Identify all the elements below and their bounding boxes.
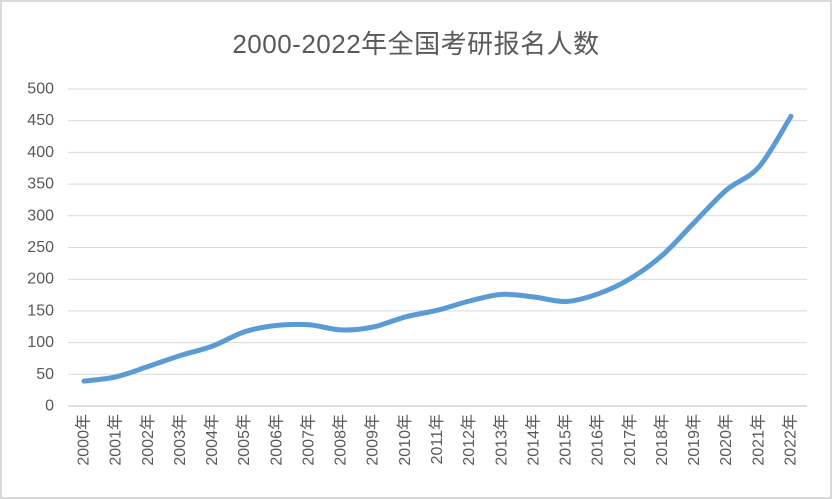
chart-title: 2000-2022年全国考研报名人数 — [232, 29, 600, 59]
x-axis-tick-label: 2017年 — [621, 414, 639, 466]
y-axis-tick-label: 100 — [27, 334, 54, 351]
y-axis-tick-label: 500 — [27, 81, 54, 98]
y-axis-tick-label: 0 — [45, 398, 54, 415]
x-axis-tick-label: 2019年 — [685, 414, 703, 466]
x-axis-tick-label: 2011年 — [428, 414, 446, 464]
x-axis-tick-label: 2001年 — [107, 414, 125, 466]
x-axis-tick-label: 2014年 — [524, 414, 542, 466]
y-axis-tick-label: 350 — [27, 176, 54, 193]
y-axis-tick-label: 250 — [27, 239, 54, 256]
x-axis-tick-label: 2002年 — [139, 414, 157, 466]
y-axis-tick-label: 200 — [27, 271, 54, 288]
x-axis-tick-label: 2020年 — [717, 414, 735, 466]
x-axis-tick-label: 2008年 — [332, 414, 350, 466]
x-axis-tick-label: 2016年 — [589, 414, 607, 466]
x-axis-tick-label: 2007年 — [299, 414, 317, 466]
x-axis-tick-label: 2022年 — [782, 414, 800, 466]
x-axis-tick-label: 2009年 — [364, 414, 382, 466]
y-axis-tick-label: 450 — [27, 112, 54, 129]
x-axis-tick-label: 2018年 — [653, 414, 671, 466]
x-axis-tick-label: 2006年 — [267, 414, 285, 466]
x-axis-tick-label: 2012年 — [460, 414, 478, 466]
x-axis-tick-label: 2003年 — [171, 414, 189, 466]
x-axis-tick-label: 2005年 — [235, 414, 253, 466]
x-axis-tick-label: 2015年 — [557, 414, 575, 466]
y-axis-tick-label: 50 — [36, 366, 54, 383]
x-axis-tick-label: 2013年 — [492, 414, 510, 466]
y-axis-tick-label: 300 — [27, 207, 54, 224]
y-axis-tick-label: 400 — [27, 144, 54, 161]
x-axis-tick-label: 2021年 — [749, 414, 767, 466]
x-axis-tick-label: 2000年 — [75, 414, 93, 466]
y-axis-tick-label: 150 — [27, 302, 54, 319]
data-series-line — [81, 113, 794, 384]
x-axis-tick-label: 2004年 — [203, 414, 221, 466]
x-axis-tick-label: 2010年 — [396, 414, 414, 466]
